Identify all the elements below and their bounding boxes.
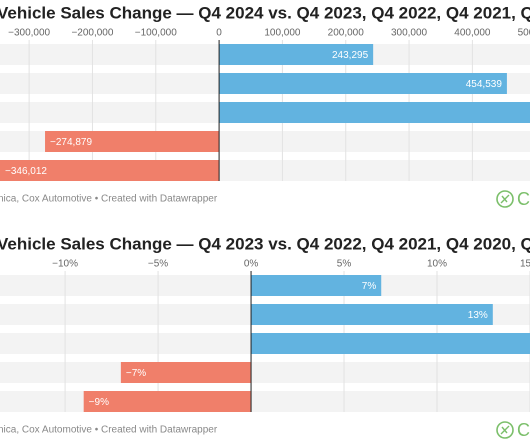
bar: [219, 102, 530, 123]
x-tick-label: −5%: [148, 259, 168, 270]
x-tick-label: −100,000: [135, 28, 177, 39]
x-tick-label: −300,000: [8, 28, 50, 39]
x-tick-label: −200,000: [71, 28, 113, 39]
bar: [45, 131, 220, 152]
value-label: −346,012: [5, 166, 47, 177]
logo-mark: [500, 425, 510, 435]
row-band: [0, 362, 530, 383]
source-note: nica, Cox Automotive • Created with Data…: [0, 194, 218, 205]
x-tick-label: 10%: [427, 259, 447, 270]
logo-text: C: [517, 420, 530, 440]
logo-mark: [496, 421, 514, 439]
value-label: 243,295: [332, 50, 369, 61]
value-label: −7%: [126, 368, 146, 379]
x-tick-label: 500,000: [518, 28, 530, 39]
bar: [219, 73, 507, 94]
chart-title: Vehicle Sales Change — Q4 2023 vs. Q4 20…: [0, 234, 530, 253]
value-label: 13%: [468, 310, 488, 321]
x-tick-label: 0%: [244, 259, 259, 270]
x-tick-label: 400,000: [454, 28, 491, 39]
bar: [251, 275, 382, 296]
bar: [120, 362, 252, 383]
logo-mark: [500, 194, 510, 204]
logo-text: C: [517, 189, 530, 209]
bar: [251, 304, 493, 325]
bar: [251, 333, 530, 354]
source-note: nica, Cox Automotive • Created with Data…: [0, 425, 218, 436]
bar: [0, 160, 220, 181]
value-label: −9%: [89, 397, 109, 408]
bar: [219, 44, 374, 65]
x-tick-label: 15%: [520, 259, 530, 270]
value-label: 7%: [362, 281, 377, 292]
value-label: 454,539: [466, 79, 503, 90]
chart-title: Vehicle Sales Change — Q4 2024 vs. Q4 20…: [0, 3, 530, 22]
x-tick-label: 0: [216, 28, 222, 39]
x-tick-label: 300,000: [391, 28, 428, 39]
x-tick-label: 200,000: [328, 28, 365, 39]
x-tick-label: 100,000: [264, 28, 301, 39]
x-tick-label: 5%: [337, 259, 352, 270]
value-label: −274,879: [50, 137, 92, 148]
logo-mark: [496, 190, 514, 208]
row-band: [0, 391, 530, 412]
x-tick-label: −10%: [52, 259, 78, 270]
bar: [83, 391, 252, 412]
